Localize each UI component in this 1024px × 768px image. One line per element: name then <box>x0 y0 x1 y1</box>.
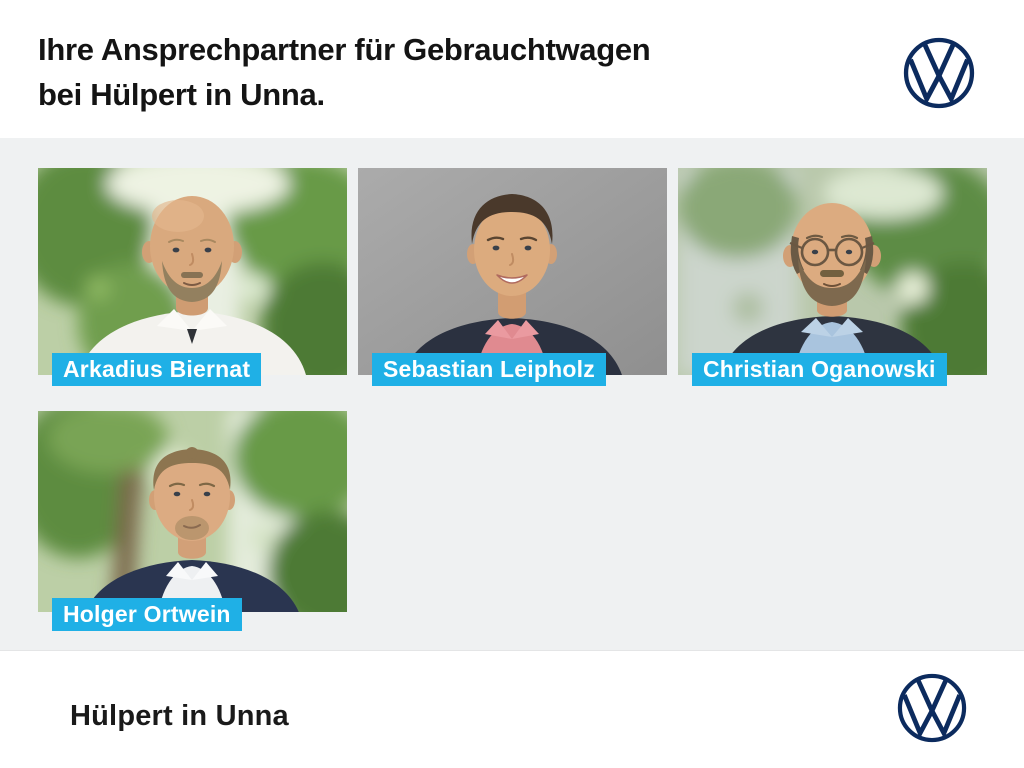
portrait-photo <box>358 168 667 375</box>
contact-card: Christian Oganowski <box>678 168 987 386</box>
portrait-photo <box>38 168 347 375</box>
name-badge: Sebastian Leipholz <box>372 353 606 386</box>
title-line-2: bei Hülpert in Unna. <box>38 77 325 112</box>
dealer-name: Hülpert in Unna <box>70 700 289 732</box>
contact-grid: Arkadius Biernat <box>0 138 1024 650</box>
title-line-1: Ihre Ansprechpartner für Gebrauchtwagen <box>38 32 651 67</box>
vw-logo-icon <box>897 673 967 743</box>
header: Ihre Ansprechpartner für Gebrauchtwagen … <box>0 0 1024 138</box>
vw-logo-icon <box>903 37 975 109</box>
name-badge: Christian Oganowski <box>692 353 947 386</box>
name-badge: Arkadius Biernat <box>52 353 262 386</box>
page-title: Ihre Ansprechpartner für Gebrauchtwagen … <box>38 27 651 117</box>
contact-card: Arkadius Biernat <box>38 168 347 386</box>
footer: Hülpert in Unna <box>0 650 1024 768</box>
name-badge: Holger Ortwein <box>52 598 242 631</box>
portrait-photo <box>678 168 987 375</box>
contact-card: Sebastian Leipholz <box>358 168 667 386</box>
contact-card: Holger Ortwein <box>38 411 347 631</box>
portrait-photo <box>38 411 347 612</box>
